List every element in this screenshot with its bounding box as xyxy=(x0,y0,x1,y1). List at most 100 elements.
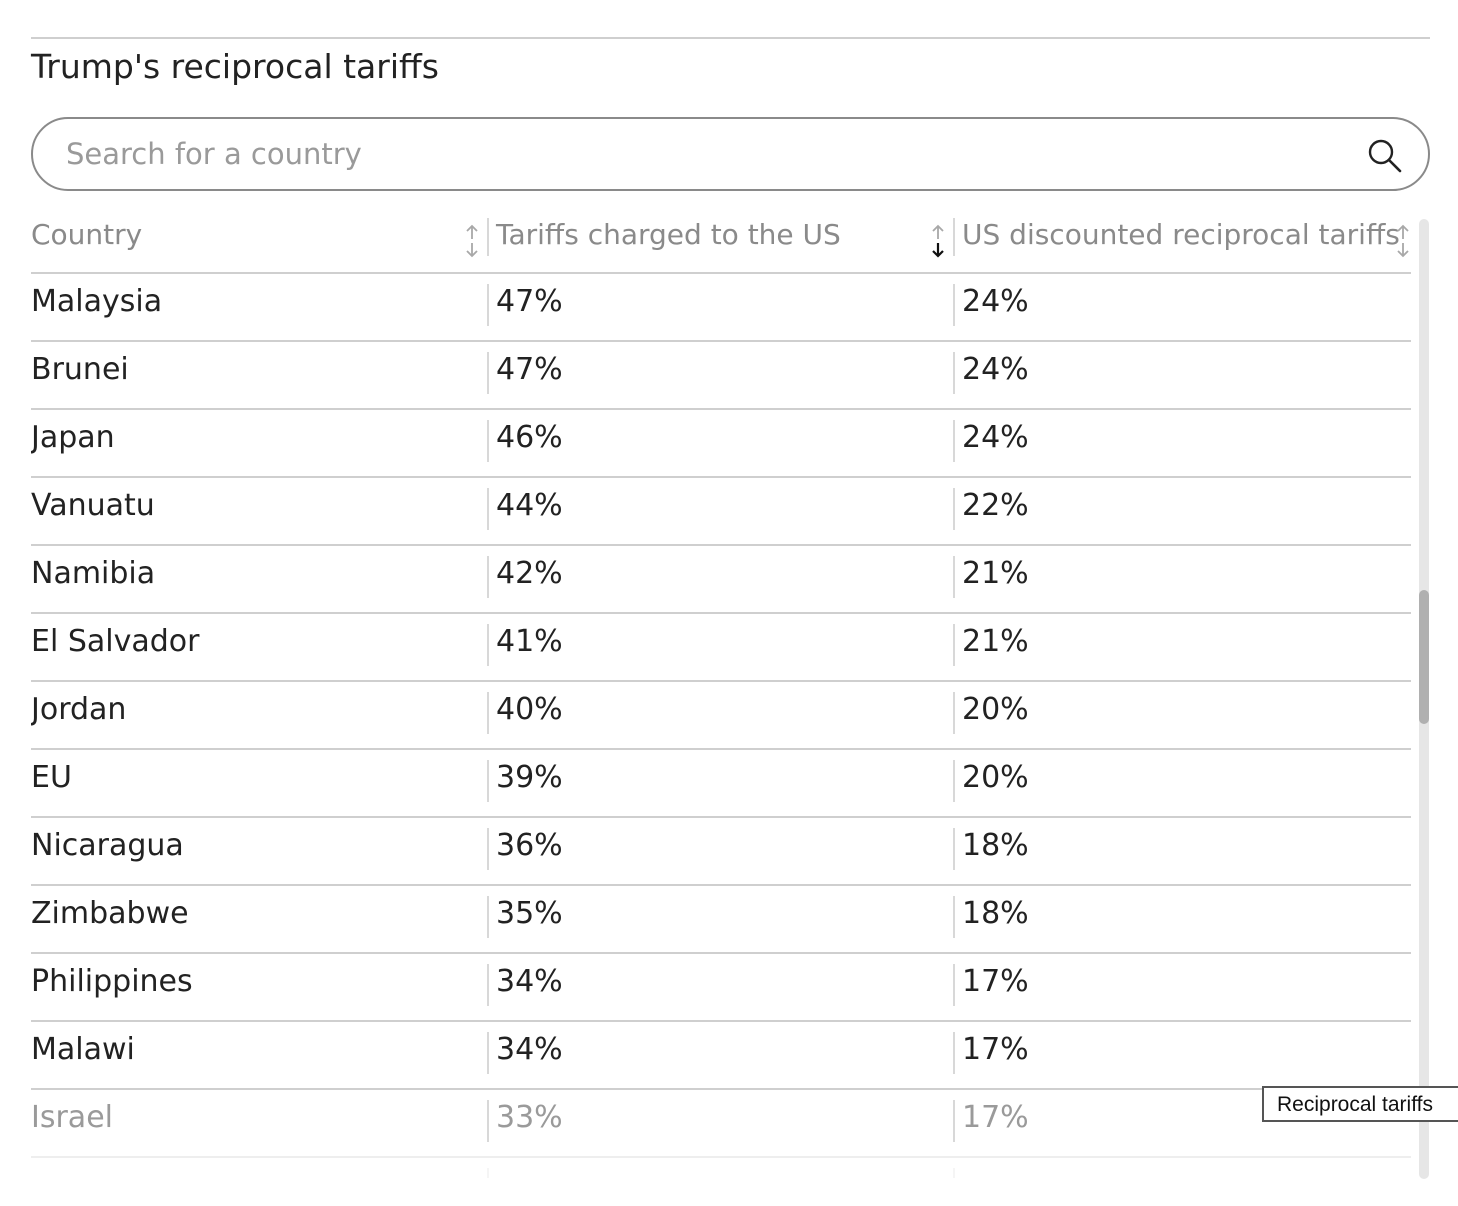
column-header-reciprocal-tariffs[interactable]: US discounted reciprocal tariffs xyxy=(962,218,1411,272)
column-divider xyxy=(953,218,955,256)
table-row: Malaysia 47% 24% xyxy=(31,274,1411,342)
tariff-charged-cell: 47% xyxy=(496,284,563,319)
cell-divider xyxy=(953,1100,955,1142)
country-cell: Jordan xyxy=(31,692,127,727)
cell-divider xyxy=(953,964,955,1006)
table-row: Philippines 34% 17% xyxy=(31,954,1411,1022)
cell-divider xyxy=(487,488,489,530)
country-cell: EU xyxy=(31,760,72,795)
cell-divider xyxy=(487,1168,489,1178)
cell-divider xyxy=(487,964,489,1006)
cell-divider xyxy=(487,828,489,870)
country-cell: Nicaragua xyxy=(31,828,184,863)
cell-divider xyxy=(953,556,955,598)
cell-divider xyxy=(953,692,955,734)
table-row: Jordan 40% 20% xyxy=(31,682,1411,750)
cell-divider xyxy=(487,284,489,326)
cell-divider xyxy=(953,1168,955,1178)
column-header-label: US discounted reciprocal tariffs xyxy=(962,218,1400,251)
country-cell: Malaysia xyxy=(31,284,163,319)
search-input[interactable] xyxy=(66,129,1336,179)
reciprocal-tariff-cell: 21% xyxy=(962,556,1029,591)
tariff-charged-cell: 46% xyxy=(496,420,563,455)
table-scrollbar[interactable] xyxy=(1419,219,1429,1179)
country-cell: Vanuatu xyxy=(31,488,155,523)
column-header-tariffs-charged[interactable]: Tariffs charged to the US xyxy=(496,218,956,272)
tariff-charged-cell: 33% xyxy=(496,1100,563,1135)
table-row: EU 39% 20% xyxy=(31,750,1411,818)
tariff-charged-cell: 42% xyxy=(496,556,563,591)
table-row: Malawi 34% 17% xyxy=(31,1022,1411,1090)
table-row: El Salvador 41% 21% xyxy=(31,614,1411,682)
reciprocal-tariff-cell: 17% xyxy=(962,1032,1029,1067)
country-cell: Zimbabwe xyxy=(31,896,189,931)
reciprocal-tariff-cell: 18% xyxy=(962,828,1029,863)
cell-divider xyxy=(487,624,489,666)
sort-unsorted-icon[interactable] xyxy=(463,223,481,259)
search-box[interactable] xyxy=(31,117,1430,191)
reciprocal-tariff-cell: 17% xyxy=(962,964,1029,999)
country-cell: Philippines xyxy=(31,964,193,999)
table-row: Vanuatu 44% 22% xyxy=(31,478,1411,546)
table-row: Israel 33% 17% xyxy=(31,1090,1411,1158)
table-row: Nicaragua 36% 18% xyxy=(31,818,1411,886)
column-header-label: Tariffs charged to the US xyxy=(496,218,841,251)
cell-divider xyxy=(487,760,489,802)
column-divider xyxy=(487,218,489,256)
table-body: Malaysia 47% 24% Brunei 47% 24% Japan 46… xyxy=(31,274,1411,1178)
cell-divider xyxy=(487,556,489,598)
reciprocal-tariff-cell: 20% xyxy=(962,692,1029,727)
cell-divider xyxy=(953,828,955,870)
table-header: Country Tariffs charged to the US US dis… xyxy=(31,218,1411,274)
column-header-country[interactable]: Country xyxy=(31,218,491,272)
tariff-charged-cell: 44% xyxy=(496,488,563,523)
cell-divider xyxy=(953,488,955,530)
cell-divider xyxy=(487,896,489,938)
table-row: Japan 46% 24% xyxy=(31,410,1411,478)
cell-divider xyxy=(953,896,955,938)
cell-divider xyxy=(953,352,955,394)
reciprocal-tariff-cell: 24% xyxy=(962,284,1029,319)
column-header-label: Country xyxy=(31,218,143,251)
table-row-partial xyxy=(31,1158,1411,1178)
table-row: Brunei 47% 24% xyxy=(31,342,1411,410)
tariff-charged-cell: 47% xyxy=(496,352,563,387)
reciprocal-tariff-cell: 22% xyxy=(962,488,1029,523)
cell-divider xyxy=(487,692,489,734)
top-divider xyxy=(31,37,1430,39)
country-cell: El Salvador xyxy=(31,624,200,659)
tariff-charged-cell: 34% xyxy=(496,964,563,999)
table-row: Zimbabwe 35% 18% xyxy=(31,886,1411,954)
tariff-charged-cell: 35% xyxy=(496,896,563,931)
reciprocal-tariff-cell: 24% xyxy=(962,352,1029,387)
country-cell: Japan xyxy=(31,420,115,455)
reciprocal-tariff-cell: 20% xyxy=(962,760,1029,795)
tariff-charged-cell: 39% xyxy=(496,760,563,795)
sort-unsorted-icon[interactable] xyxy=(1394,223,1411,259)
country-cell: Malawi xyxy=(31,1032,135,1067)
cell-divider xyxy=(953,420,955,462)
tariff-charged-cell: 36% xyxy=(496,828,563,863)
scrollbar-thumb[interactable] xyxy=(1419,590,1429,724)
search-icon[interactable] xyxy=(1366,137,1404,175)
reciprocal-tariff-cell: 18% xyxy=(962,896,1029,931)
country-cell: Brunei xyxy=(31,352,129,387)
cell-divider xyxy=(487,352,489,394)
cell-divider xyxy=(487,420,489,462)
tariff-charged-cell: 34% xyxy=(496,1032,563,1067)
tooltip: Reciprocal tariffs xyxy=(1262,1086,1458,1122)
cell-divider xyxy=(487,1100,489,1142)
tariff-table: Country Tariffs charged to the US US dis… xyxy=(31,218,1411,1178)
table-row: Namibia 42% 21% xyxy=(31,546,1411,614)
sort-descending-icon[interactable] xyxy=(929,223,947,259)
tariff-charged-cell: 40% xyxy=(496,692,563,727)
country-cell: Israel xyxy=(31,1100,113,1135)
country-cell: Namibia xyxy=(31,556,156,591)
cell-divider xyxy=(487,1032,489,1074)
cell-divider xyxy=(953,284,955,326)
reciprocal-tariff-cell: 17% xyxy=(962,1100,1029,1135)
cell-divider xyxy=(953,760,955,802)
page-title: Trump's reciprocal tariffs xyxy=(31,47,439,86)
reciprocal-tariff-cell: 24% xyxy=(962,420,1029,455)
cell-divider xyxy=(953,1032,955,1074)
